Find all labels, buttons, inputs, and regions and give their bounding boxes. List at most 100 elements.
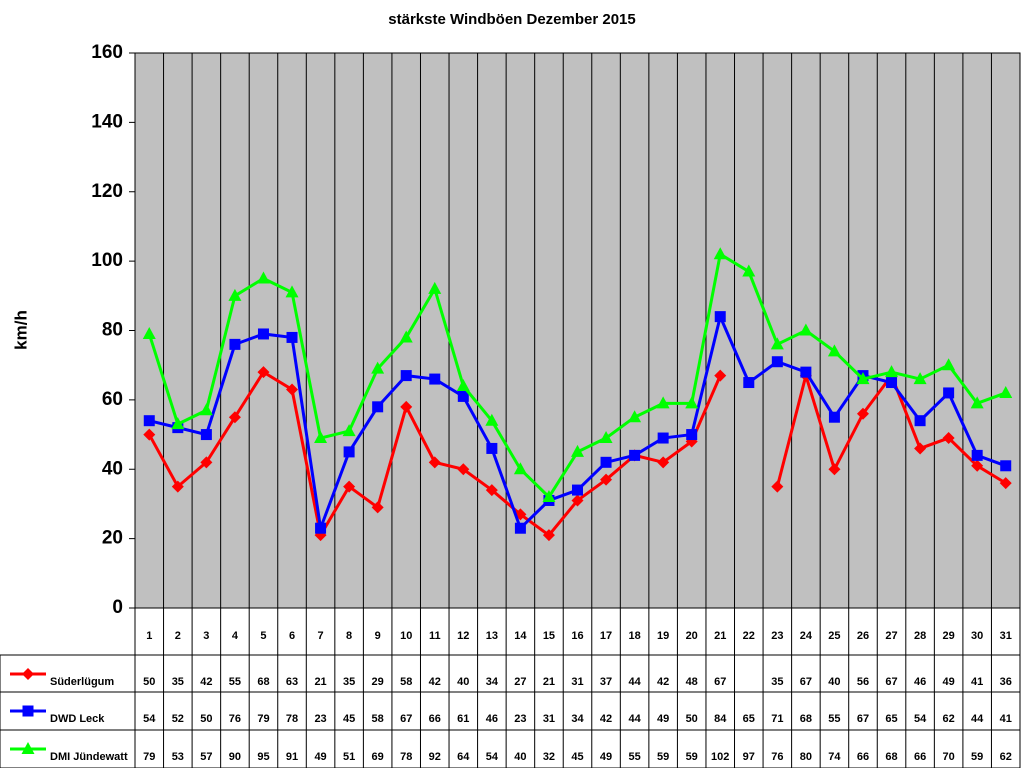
marker: [1000, 460, 1012, 472]
marker: [229, 338, 241, 350]
marker: [171, 480, 184, 493]
marker: [828, 411, 840, 423]
table-value: 61: [457, 713, 469, 725]
x-tick-label: 23: [771, 630, 783, 642]
marker: [400, 400, 413, 413]
x-tick-label: 2: [175, 630, 181, 642]
table-value: 55: [828, 713, 840, 725]
x-tick-label: 8: [346, 630, 352, 642]
marker: [285, 285, 299, 298]
marker: [22, 668, 34, 680]
table-value: 69: [372, 751, 384, 763]
x-tick-label: 26: [857, 630, 869, 642]
table-value: 66: [914, 751, 926, 763]
y-tick-label: 60: [102, 389, 123, 410]
table-value: 67: [857, 713, 869, 725]
table-value: 59: [971, 751, 983, 763]
marker: [228, 288, 242, 301]
marker: [600, 473, 613, 486]
x-tick-label: 30: [971, 630, 983, 642]
table-value: 65: [885, 713, 897, 725]
table-value: 79: [143, 751, 155, 763]
marker: [600, 456, 612, 468]
marker: [257, 366, 270, 379]
marker: [199, 403, 213, 416]
marker: [628, 410, 642, 423]
marker: [428, 281, 442, 294]
marker: [856, 372, 870, 385]
table-value: 63: [286, 676, 298, 688]
y-axis-label: km/h: [11, 310, 30, 350]
marker: [657, 456, 670, 469]
x-tick-label: 18: [628, 630, 640, 642]
table-value: 66: [429, 713, 441, 725]
table-value: 37: [600, 676, 612, 688]
table-value: 40: [514, 751, 526, 763]
table-value: 21: [314, 676, 326, 688]
x-tick-label: 21: [714, 630, 726, 642]
table-value: 90: [229, 751, 241, 763]
marker: [200, 429, 212, 441]
table-value: 58: [372, 713, 384, 725]
table-value: 54: [143, 713, 156, 725]
table-value: 78: [286, 713, 298, 725]
marker: [999, 477, 1012, 490]
marker: [686, 429, 698, 441]
plot-area: [134, 52, 1021, 609]
x-tick-label: 12: [457, 630, 469, 642]
marker: [970, 396, 984, 409]
table-value: 35: [771, 676, 783, 688]
table-value: 92: [429, 751, 441, 763]
table-value: 56: [857, 676, 869, 688]
marker: [942, 358, 956, 371]
marker: [599, 431, 613, 444]
marker: [257, 328, 269, 340]
marker: [429, 373, 441, 385]
x-tick-label: 7: [318, 630, 324, 642]
table-value: 76: [771, 751, 783, 763]
marker: [343, 480, 356, 493]
table-value: 59: [686, 751, 698, 763]
table-value: 91: [286, 751, 298, 763]
marker: [342, 424, 356, 437]
table-value: 53: [172, 751, 184, 763]
table-value: 35: [172, 676, 184, 688]
marker: [457, 463, 470, 476]
y-tick-label: 120: [91, 181, 123, 202]
table-value: 95: [257, 751, 269, 763]
table-value: 48: [686, 676, 698, 688]
y-tick-label: 100: [91, 250, 123, 271]
table-value: 67: [885, 676, 897, 688]
legend-label: DWD Leck: [50, 713, 105, 725]
table-value: 58: [400, 676, 412, 688]
table-value: 42: [600, 713, 612, 725]
table-value: 42: [657, 676, 669, 688]
table-value: 51: [343, 751, 355, 763]
marker: [571, 444, 584, 457]
table-value: 54: [486, 751, 499, 763]
marker: [656, 396, 670, 409]
marker: [827, 344, 841, 357]
marker: [542, 490, 556, 502]
table-value: 49: [314, 751, 326, 763]
legend-label: Süderlügum: [50, 676, 114, 688]
marker: [714, 369, 727, 382]
table-value: 46: [914, 676, 926, 688]
x-tick-label: 1: [146, 630, 152, 642]
marker: [942, 432, 955, 445]
table-value: 97: [743, 751, 755, 763]
table-value: 79: [257, 713, 269, 725]
marker: [914, 442, 927, 455]
marker: [771, 480, 784, 493]
marker: [486, 442, 498, 454]
table-value: 44: [628, 713, 641, 725]
table-value: 45: [571, 751, 583, 763]
table-value: 21: [543, 676, 555, 688]
marker: [971, 459, 984, 472]
table-value: 80: [800, 751, 812, 763]
table-value: 66: [857, 751, 869, 763]
x-tick-label: 20: [686, 630, 698, 642]
table-value: 23: [514, 713, 526, 725]
x-tick-label: 5: [260, 630, 266, 642]
